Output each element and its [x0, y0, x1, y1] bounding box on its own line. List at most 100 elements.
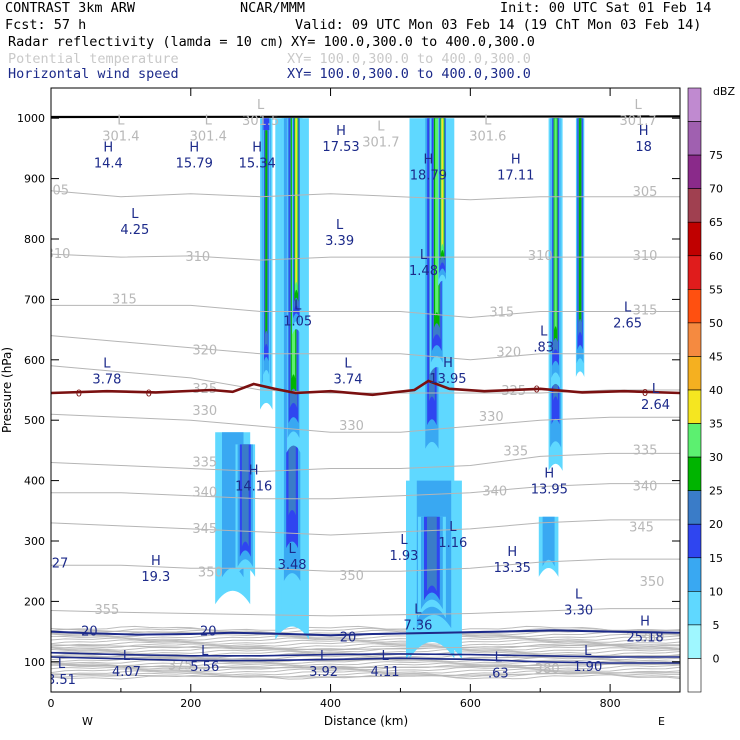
colorbar-swatch [687, 389, 702, 424]
extremum-value: 3.74 [334, 373, 363, 388]
theta-label-330: 330 [479, 410, 504, 425]
colorbar-swatch [687, 255, 702, 290]
upper-theta-line [51, 664, 680, 671]
theta-label-380: 380 [535, 662, 560, 677]
freezing-level-label: 0 [534, 384, 540, 395]
upper-theta-line [51, 666, 680, 673]
theta-label-340: 340 [633, 480, 658, 495]
theta-label-315: 315 [489, 306, 514, 321]
freezing-level-contour [51, 379, 680, 397]
freezing-level-line: 0 0 0 0 [51, 379, 680, 400]
extremum-type-H: H [511, 153, 521, 168]
extremum-value: .63 [488, 666, 509, 681]
theta-label-375: 375 [168, 658, 193, 673]
upper-theta-line [51, 647, 680, 653]
theta-label-325: 325 [501, 384, 526, 399]
valid-time: Valid: 09 UTC Mon 03 Feb 14 (19 ChT Mon … [295, 17, 701, 33]
reflectivity-field [215, 118, 585, 660]
theta-label-330: 330 [192, 404, 217, 419]
extremum-type-L: L [205, 113, 213, 128]
field-theta-xy: XY= 100.0,300.0 to 400.0,300.0 [287, 51, 531, 67]
colorbar-swatch [687, 188, 702, 223]
extremum-value: 17.53 [322, 140, 359, 155]
colorbar-swatch [687, 423, 702, 458]
colorbar-level-label: 65 [709, 216, 723, 229]
reflectivity-cell-30dbz [554, 118, 557, 330]
upper-theta-line [51, 670, 680, 676]
y-axis-label: Pressure (hPa) [0, 347, 14, 433]
theta-label-310: 310 [528, 249, 553, 264]
theta-contour-335 [51, 452, 680, 473]
colorbar-level-label: 5 [713, 619, 720, 632]
extremum-type-L: L [131, 207, 139, 222]
theta-label-340: 340 [192, 486, 217, 501]
y-tick-label: 900 [24, 173, 45, 186]
y-tick-label: 1000 [17, 112, 45, 125]
extremum-type-L: L [495, 650, 503, 665]
theta-contour-320 [51, 335, 680, 361]
extremum-type-L: L [201, 644, 209, 659]
theta-contour-375 [51, 663, 680, 669]
x-tick-label: 400 [320, 697, 341, 710]
organization: NCAR/MMM [240, 0, 305, 16]
x-tick-label: 200 [180, 697, 201, 710]
upper-theta-line [51, 644, 680, 651]
upper-theta-line [51, 627, 680, 634]
reflectivity-cell-35dbz [295, 118, 298, 286]
upper-theta-line [51, 656, 680, 663]
extremum-type-L: L [381, 649, 389, 664]
extremum-value: 3.78 [92, 373, 121, 388]
extremum-value: 13.95 [429, 372, 466, 387]
colorbar-level-label: 25 [709, 485, 723, 498]
theta-label-335: 335 [633, 443, 658, 458]
theta-label-315: 315 [112, 292, 137, 307]
forecast-hour: Fcst: 57 h [5, 17, 86, 33]
y-tick-label: 600 [24, 354, 45, 367]
colorbar-swatch [687, 490, 702, 525]
y-tick-label: 800 [24, 233, 45, 246]
theta-label-310: 310 [46, 247, 71, 262]
colorbar-level-label: 0 [713, 652, 720, 665]
colorbar-level-label: 10 [709, 585, 723, 598]
field-theta: Potential temperature [8, 51, 179, 67]
extremum-type-L: L [584, 644, 592, 659]
wind-contours: 20 20 20 [51, 625, 680, 664]
extremum-type-L: L [288, 542, 296, 557]
extremum-type-H: H [336, 124, 346, 139]
theta-contour-345 [51, 519, 680, 536]
colorbar-swatch [687, 356, 702, 391]
extremum-type-L: L [257, 98, 265, 113]
extremum-type-L: L [344, 357, 352, 372]
extremum-value: 4.07 [112, 665, 141, 680]
extremum-value: 4.25 [120, 223, 149, 238]
extremum-value: 15.34 [239, 156, 276, 171]
colorbar-level-label: 45 [709, 350, 723, 363]
colorbar-swatch [687, 624, 702, 659]
reflectivity-cell-20dbz [427, 516, 437, 592]
reflectivity-cell-20dbz [241, 444, 249, 547]
wind-contour-20 [51, 651, 680, 658]
extremum-type-L: L [624, 301, 632, 316]
extremum-value: 1.90 [573, 660, 602, 675]
extrema-labels: L3.51L4.07L5.56L3.92L4.11L.63L1.90H25.18… [51, 98, 670, 688]
x-axis-label: Distance (km) [324, 714, 408, 728]
x-tick-label: 0 [48, 697, 55, 710]
extremum-value: 1.93 [389, 549, 418, 564]
colorbar-level-label: 30 [709, 451, 723, 464]
wind-contour-20 [51, 656, 680, 664]
reflectivity-cell-10dbz [542, 516, 555, 567]
upper-theta-line [51, 625, 680, 632]
upper-theta-line [51, 637, 680, 644]
theta-label-315: 315 [633, 303, 658, 318]
extremum-type-H: H [639, 124, 649, 139]
freezing-level-label: 0 [76, 389, 82, 400]
wind-label-20: 20 [200, 625, 217, 640]
theta-label-340: 340 [482, 484, 507, 499]
upper-theta-line [51, 641, 680, 647]
extremum-value: 15.79 [176, 156, 213, 171]
x-axis-west-label: W [82, 715, 93, 728]
theta-label-305: 305 [44, 184, 69, 199]
colorbar-swatch [687, 154, 702, 189]
